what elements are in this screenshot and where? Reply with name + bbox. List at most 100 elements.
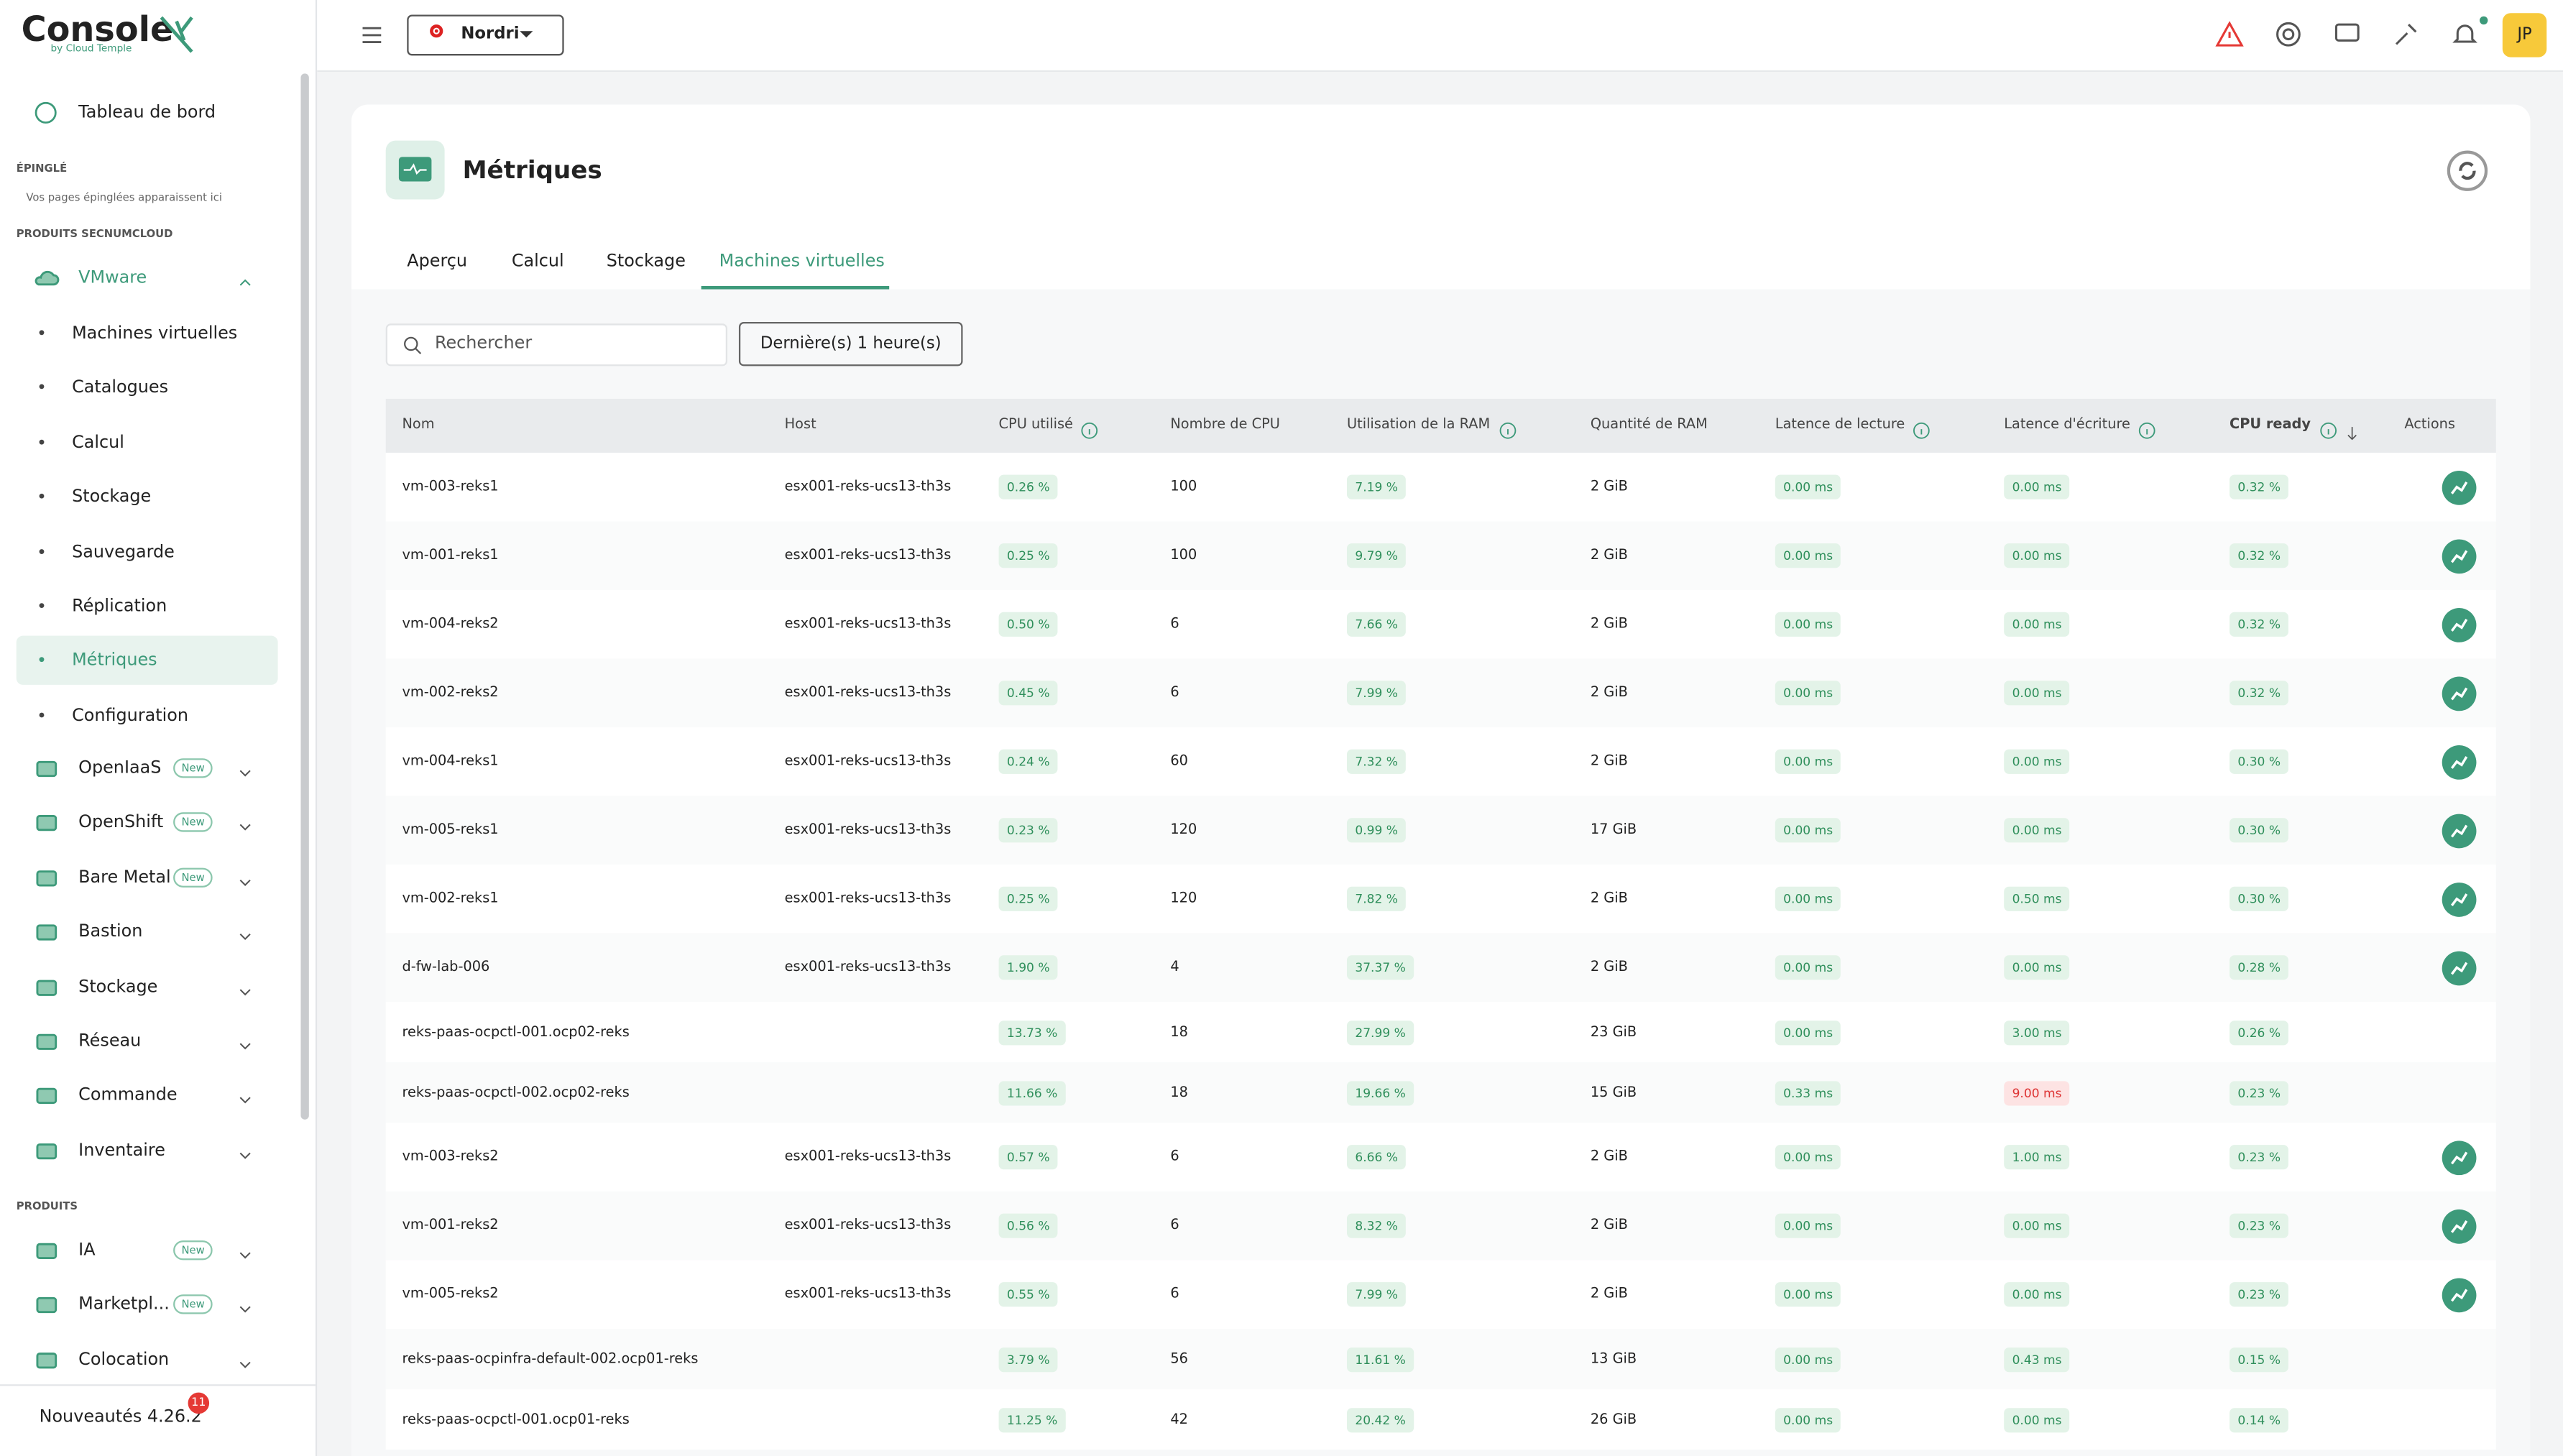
nav-item[interactable]: Bastion (78, 922, 142, 941)
avatar[interactable]: JP (2503, 13, 2546, 57)
top-icon[interactable] (2450, 19, 2480, 49)
tab[interactable]: Calcul (512, 252, 564, 271)
chevron-svg (235, 1036, 254, 1056)
nav-subitem[interactable]: Calcul (72, 433, 124, 452)
metric-badge: 0.23 % (999, 818, 1058, 842)
chart-action[interactable] (2442, 814, 2477, 849)
nav-subitem[interactable]: Machines virtuelles (72, 323, 237, 343)
column-header[interactable]: Nombre de CPU (1170, 417, 1280, 433)
nav-item[interactable]: OpenIaaS (78, 758, 161, 778)
column-header[interactable]: Quantité de RAM (1591, 417, 1708, 433)
info-icon-svg (1913, 422, 1931, 440)
nav-subitem[interactable]: Métriques (72, 651, 157, 671)
cell: 2 GiB (1591, 959, 1628, 976)
vm-name[interactable]: d-fw-lab-006 (402, 959, 489, 976)
chart-action[interactable] (2442, 745, 2477, 780)
nav-subitem[interactable]: Réplication (72, 596, 167, 616)
column-header[interactable]: Latence de lecture (1775, 417, 1905, 433)
nav-item[interactable]: OpenShift (78, 813, 163, 832)
vm-name[interactable]: vm-005-reks2 (402, 1286, 498, 1303)
vm-name[interactable]: vm-005-reks1 (402, 822, 498, 839)
nav-subitem[interactable]: Sauvegarde (72, 542, 175, 561)
news[interactable]: Nouveautés 4.26.2 (40, 1407, 202, 1427)
chart-action[interactable] (2442, 1278, 2477, 1312)
scrollbar[interactable] (300, 73, 308, 1120)
nav-item[interactable]: Commande (78, 1086, 177, 1105)
top-icon[interactable] (2273, 19, 2303, 49)
column-header[interactable]: Actions (2404, 417, 2455, 433)
nav-item[interactable]: Bare Metal (78, 867, 171, 887)
nav-item[interactable]: Tableau de bord (78, 103, 216, 122)
column-header[interactable]: Utilisation de la RAM (1347, 417, 1490, 433)
chevron[interactable] (235, 758, 254, 778)
chevron[interactable] (235, 813, 254, 832)
top-icon[interactable] (2332, 19, 2362, 49)
metric-badge: 0.23 % (2230, 1214, 2288, 1238)
chart-action[interactable] (2442, 883, 2477, 917)
chevron[interactable] (235, 867, 254, 887)
vm-name[interactable]: vm-001-reks2 (402, 1217, 498, 1234)
cell: 100 (1170, 479, 1197, 495)
chart-action[interactable] (2442, 1210, 2477, 1244)
chart-action[interactable] (2442, 608, 2477, 642)
refresh[interactable] (2447, 150, 2488, 191)
metric-badge: 0.00 ms (1775, 612, 1841, 637)
vm-name[interactable]: reks-paas-ocpctl-002.ocp02-reks (402, 1084, 629, 1101)
column-header[interactable]: CPU utilisé (999, 417, 1073, 433)
chevron[interactable] (235, 1350, 254, 1369)
chevron[interactable] (235, 1295, 254, 1314)
chart-action[interactable] (2442, 1141, 2477, 1175)
nav-item[interactable]: Colocation (78, 1350, 169, 1369)
product-icon-svg (32, 1238, 60, 1266)
chart-action[interactable] (2442, 952, 2477, 986)
chart-action[interactable] (2442, 677, 2477, 711)
nav-item[interactable]: Inventaire (78, 1141, 165, 1160)
top-icon[interactable] (2391, 19, 2421, 49)
chevron[interactable] (235, 1240, 254, 1260)
metric-badge: 0.28 % (2230, 955, 2288, 980)
top-icon[interactable] (2215, 19, 2245, 49)
tab[interactable]: Stockage (607, 252, 686, 271)
vm-name[interactable]: vm-004-reks1 (402, 753, 498, 770)
nav-item[interactable]: IA (78, 1240, 95, 1260)
chevron[interactable] (235, 1031, 254, 1051)
chevron[interactable] (235, 922, 254, 941)
nav-item[interactable]: Réseau (78, 1031, 141, 1051)
chart-action[interactable] (2442, 539, 2477, 573)
tab[interactable]: Machines virtuelles (719, 252, 885, 271)
chevron[interactable] (235, 977, 254, 996)
chevron-svg (235, 927, 254, 946)
chevron-svg (235, 763, 254, 783)
nav-subitem[interactable]: Catalogues (72, 378, 168, 397)
nav-item[interactable]: VMware (78, 268, 147, 287)
nav-item[interactable]: Stockage (78, 977, 157, 996)
tenant-name[interactable]: Nordri (461, 25, 519, 43)
vm-name[interactable]: vm-004-reks2 (402, 616, 498, 632)
chevron-svg (235, 1245, 254, 1265)
search-placeholder[interactable]: Rechercher (435, 333, 532, 353)
vm-name[interactable]: reks-paas-ocpctl-001.ocp02-reks (402, 1024, 629, 1041)
chart-action[interactable] (2442, 471, 2477, 505)
chevron[interactable] (235, 268, 254, 287)
nav-subitem[interactable]: Configuration (72, 706, 188, 725)
column-header[interactable]: CPU ready (2230, 417, 2311, 433)
menu[interactable] (358, 22, 386, 50)
column-header[interactable]: Nom (402, 417, 434, 433)
vm-name[interactable]: vm-001-reks1 (402, 548, 498, 564)
vm-name[interactable]: reks-paas-ocpinfra-default-002.ocp01-rek… (402, 1351, 698, 1368)
nav-item[interactable]: Marketpl... (78, 1295, 170, 1314)
column-header[interactable]: Latence d'écriture (2004, 417, 2130, 433)
vm-name[interactable]: vm-002-reks1 (402, 890, 498, 907)
vm-name[interactable]: reks-paas-ocpctl-001.ocp01-reks (402, 1411, 629, 1428)
nav-subitem[interactable]: Stockage (72, 487, 151, 507)
chevron[interactable] (235, 1141, 254, 1160)
vm-name[interactable]: vm-003-reks2 (402, 1149, 498, 1166)
cell: 60 (1170, 753, 1188, 770)
vm-name[interactable]: vm-002-reks2 (402, 685, 498, 701)
tab[interactable]: Aperçu (407, 252, 467, 271)
vm-name[interactable]: vm-003-reks1 (402, 479, 498, 495)
column-header[interactable]: Host (785, 417, 816, 433)
range-button[interactable]: Dernière(s) 1 heure(s) (739, 322, 963, 366)
chevron[interactable] (235, 1086, 254, 1105)
metric-badge: 0.00 ms (1775, 750, 1841, 774)
